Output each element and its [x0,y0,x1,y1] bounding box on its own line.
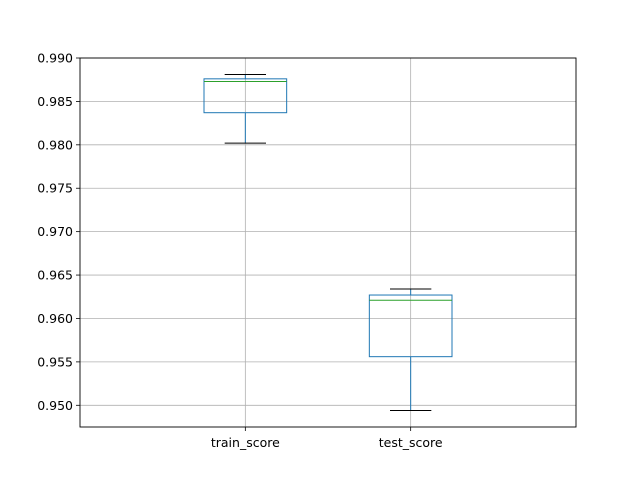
boxes [203,73,453,412]
y-tick-label: 0.965 [37,268,73,283]
y-tick-label: 0.980 [37,137,73,152]
ticks: 0.950 0.955 0.960 0.965 0.970 0.975 0.980 0.985… [37,51,443,451]
y-tick-label: 0.970 [37,224,73,239]
y-tick-label: 0.975 [37,181,73,196]
box-train_score [203,73,288,144]
y-tick-label: 0.950 [37,398,73,413]
y-tick-label: 0.990 [37,51,73,66]
x-tick-label: test_score [379,435,443,450]
x-tick-label: train_score [211,435,280,450]
y-tick-label: 0.960 [37,311,73,326]
box-test_score [368,288,453,412]
plot-frame [79,57,577,428]
y-tick-label: 0.955 [37,354,73,369]
y-tick-label: 0.985 [37,94,73,109]
iqr-box [368,294,453,358]
iqr-box [203,78,288,114]
